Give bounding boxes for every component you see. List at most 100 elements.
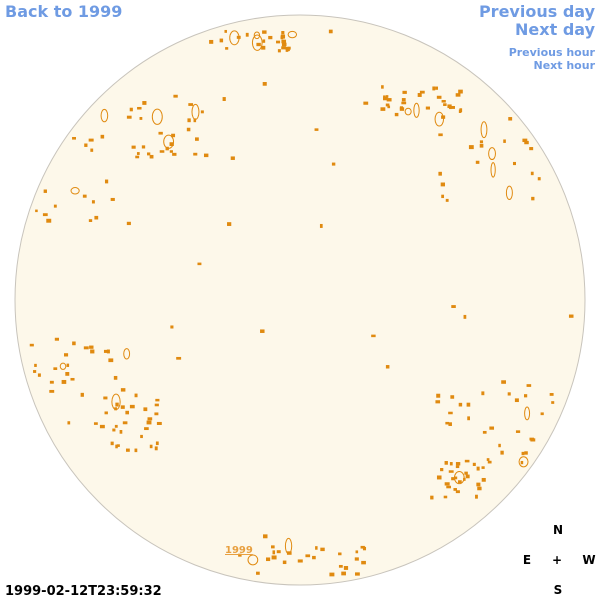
contour-speck [84, 143, 88, 147]
contour-speck [268, 35, 273, 40]
contour-speck [524, 451, 528, 455]
contour-speck [443, 103, 447, 106]
contour-speck [280, 34, 286, 39]
next-hour-link[interactable]: Next hour [534, 59, 596, 72]
contour-speck [89, 345, 94, 349]
contour-speck [270, 545, 275, 549]
contour-speck [122, 421, 128, 425]
contour-speck [110, 441, 114, 446]
contour-speck [505, 185, 513, 201]
contour-speck [197, 262, 202, 266]
contour-speck [514, 398, 519, 403]
contour-speck [224, 29, 227, 33]
contour-speck [480, 121, 488, 139]
contour-speck [476, 482, 481, 487]
contour-speck [158, 131, 163, 135]
compass-north: N [553, 523, 563, 537]
contour-speck [458, 402, 463, 407]
contour-speck [200, 110, 204, 114]
contour-speck [361, 560, 366, 565]
contour-speck [154, 412, 159, 416]
contour-speck [99, 424, 105, 429]
contour-speck [441, 194, 445, 199]
contour-speck [120, 405, 125, 409]
contour-speck [297, 559, 303, 563]
back-year-link[interactable]: Back to 1999 [5, 2, 122, 21]
contour-speck [159, 150, 165, 153]
contour-speck [537, 177, 541, 181]
contour-speck [287, 30, 298, 39]
contour-speck [331, 162, 336, 166]
contour-speck [355, 550, 359, 554]
contour-speck [467, 416, 470, 421]
contour-speck [276, 40, 281, 44]
contour-speck [320, 547, 325, 552]
contour-speck [272, 550, 276, 555]
contour-speck [380, 107, 386, 111]
contour-speck [110, 197, 115, 201]
contour-speck [114, 407, 117, 411]
contour-speck [103, 349, 108, 353]
contour-speck [134, 448, 138, 453]
contour-speck [147, 152, 151, 156]
contour-speck [385, 365, 390, 369]
contour-speck [35, 209, 38, 213]
contour-speck [479, 143, 484, 148]
contour-speck [394, 112, 399, 117]
next-day-link[interactable]: Next day [515, 20, 596, 39]
previous-hour-link[interactable]: Previous hour [509, 46, 596, 59]
contour-speck [163, 134, 175, 149]
contour-speck [481, 477, 486, 482]
contour-speck [507, 392, 511, 396]
contour-speck [80, 392, 84, 397]
contour-speck [464, 459, 470, 463]
contour-speck [63, 353, 69, 357]
contour-speck [430, 495, 434, 500]
contour-speck [262, 82, 267, 86]
contour-speck [475, 160, 480, 164]
contour-speck [262, 39, 266, 43]
contour-speck [438, 133, 443, 137]
contour-speck [404, 107, 412, 116]
contour-speck [482, 430, 487, 434]
contour-speck [468, 145, 474, 150]
contour-speck [251, 34, 263, 51]
contour-speck [281, 39, 287, 44]
contour-speck [434, 111, 445, 127]
compass-center: + [552, 553, 562, 567]
contour-speck [285, 48, 289, 52]
year-link[interactable]: 1999 [225, 545, 253, 556]
contour-speck [383, 95, 386, 100]
contour-speck [108, 358, 114, 363]
contour-speck [354, 557, 359, 561]
contour-speck [385, 103, 390, 107]
contour-speck [83, 346, 89, 350]
contour-speck [154, 403, 159, 407]
contour-speck [276, 550, 281, 554]
contour-speck [386, 98, 392, 102]
contour-speck [458, 89, 463, 94]
contour-speck [141, 145, 146, 149]
contour-speck [245, 32, 249, 37]
contour-speck [154, 446, 158, 451]
contour-speck [451, 105, 455, 109]
contour-speck [503, 139, 506, 143]
previous-day-link[interactable]: Previous day [479, 2, 596, 21]
contour-speck [490, 162, 496, 178]
contour-speck [520, 460, 524, 465]
contour-speck [530, 171, 534, 176]
compass-east: E [523, 553, 531, 567]
contour-speck [501, 380, 506, 384]
contour-speck [464, 471, 468, 475]
contour-speck [401, 98, 406, 102]
contour-speck [436, 393, 441, 398]
contour-speck [329, 572, 335, 577]
contour-speck [88, 138, 94, 142]
contour-speck [70, 187, 80, 195]
contour-speck [115, 444, 118, 449]
contour-speck [271, 555, 277, 560]
contour-speck [453, 488, 457, 491]
contour-speck [123, 348, 131, 360]
contour-speck [82, 194, 87, 198]
